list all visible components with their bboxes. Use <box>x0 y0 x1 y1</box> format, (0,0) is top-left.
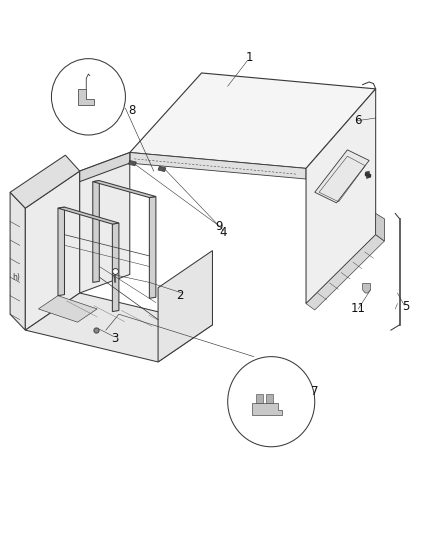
Polygon shape <box>25 171 80 330</box>
Polygon shape <box>114 275 116 282</box>
Polygon shape <box>58 207 64 296</box>
Text: 1: 1 <box>246 51 253 63</box>
Polygon shape <box>80 152 130 293</box>
Polygon shape <box>113 223 119 312</box>
Polygon shape <box>256 394 263 403</box>
Text: 8: 8 <box>128 103 136 117</box>
Polygon shape <box>365 171 371 179</box>
Text: 2: 2 <box>176 289 184 302</box>
Text: 11: 11 <box>351 302 366 316</box>
Polygon shape <box>128 160 136 166</box>
Polygon shape <box>265 394 273 403</box>
Polygon shape <box>158 251 212 362</box>
Polygon shape <box>93 181 156 198</box>
Polygon shape <box>315 150 369 203</box>
Polygon shape <box>93 181 99 282</box>
Polygon shape <box>252 403 282 415</box>
Polygon shape <box>25 293 212 362</box>
Text: 7: 7 <box>311 385 318 398</box>
Polygon shape <box>130 73 376 168</box>
Polygon shape <box>80 152 130 182</box>
Polygon shape <box>10 192 25 330</box>
Polygon shape <box>376 214 385 241</box>
Text: 3: 3 <box>111 332 118 344</box>
Text: 6: 6 <box>354 114 362 127</box>
Polygon shape <box>149 197 156 298</box>
Polygon shape <box>39 296 97 322</box>
Polygon shape <box>10 155 80 208</box>
Text: 4: 4 <box>219 225 227 239</box>
Polygon shape <box>363 284 371 293</box>
Text: 5: 5 <box>403 300 410 313</box>
Polygon shape <box>58 207 119 224</box>
Polygon shape <box>130 152 306 179</box>
Polygon shape <box>306 235 385 310</box>
Polygon shape <box>78 89 94 105</box>
Polygon shape <box>306 89 376 304</box>
Polygon shape <box>158 166 166 172</box>
Text: h): h) <box>13 272 21 281</box>
Text: 9: 9 <box>215 220 223 233</box>
